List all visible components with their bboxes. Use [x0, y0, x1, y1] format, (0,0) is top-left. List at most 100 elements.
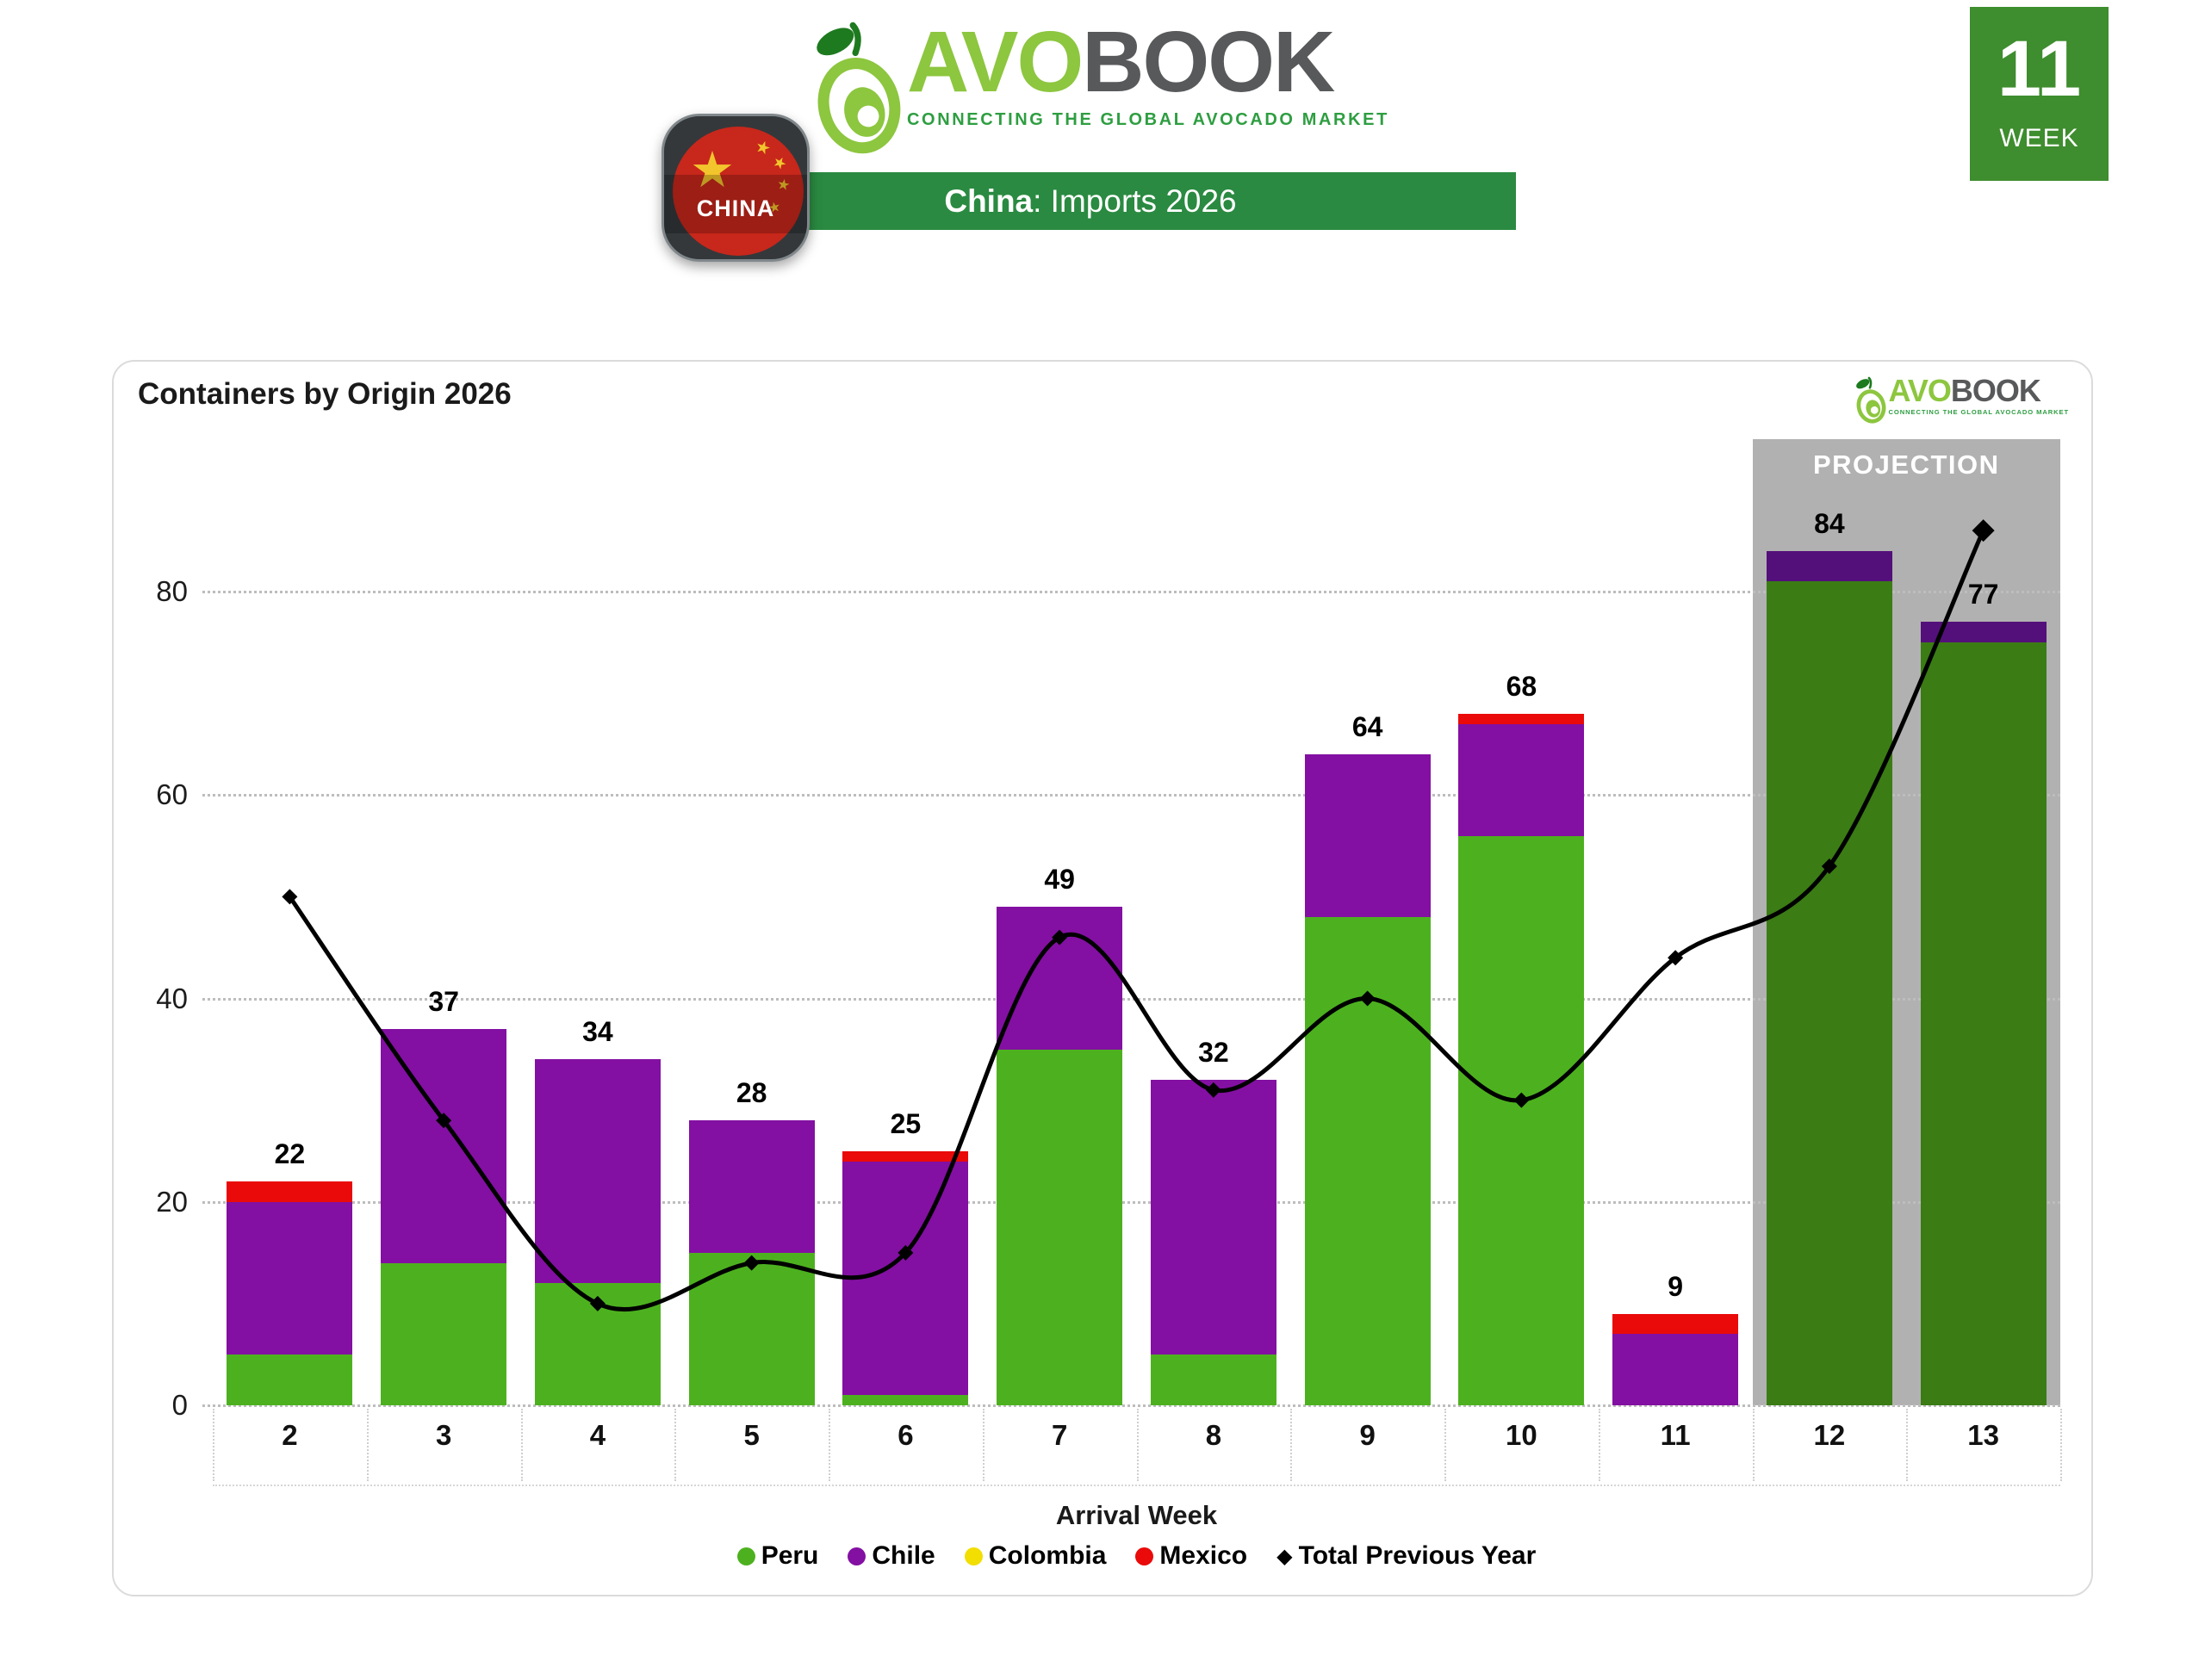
- bar-total-label: 49: [1044, 864, 1075, 896]
- bar-peru-week-3: [381, 1262, 507, 1405]
- report-title-rest: : Imports 2026: [1033, 183, 1237, 219]
- china-flag-icon: ★ ★ ★ ★ ★: [673, 127, 804, 256]
- bar-mexico-week-2: [227, 1181, 353, 1202]
- avocado-icon: [817, 22, 901, 154]
- bar-chile-week-5: [688, 1120, 815, 1253]
- bar-peru-week-12: [1766, 581, 1892, 1405]
- bar-total-label: 68: [1506, 670, 1537, 702]
- x-axis-tick-label: 13: [1967, 1419, 1999, 1451]
- bar-chile-week-10: [1458, 723, 1585, 836]
- avocado-icon: [1855, 376, 1885, 424]
- x-axis-boundary-tick: [829, 1409, 830, 1481]
- bar-total-label: 32: [1198, 1037, 1229, 1068]
- logo-tagline: CONNECTING THE GLOBAL AVOCADO MARKET: [1888, 408, 2069, 416]
- legend-label: Mexico: [1159, 1541, 1248, 1570]
- legend-item-mexico[interactable]: Mexico: [1135, 1541, 1247, 1571]
- projection-label: PROJECTION: [1812, 449, 2000, 480]
- legend-item-chile[interactable]: Chile: [848, 1541, 935, 1571]
- bar-chile-week-6: [842, 1161, 969, 1396]
- x-axis-tick-label: 2: [282, 1419, 298, 1451]
- x-axis-boundary-tick: [674, 1409, 677, 1481]
- legend-diamond-icon: ◆: [1276, 1544, 1293, 1568]
- x-axis-tick-label: 5: [743, 1419, 760, 1451]
- bar-peru-week-5: [688, 1252, 815, 1405]
- flag-star-icon: ★: [769, 152, 791, 174]
- avobook-logo: AVOBOOK CONNECTING THE GLOBAL AVOCADO MA…: [814, 19, 1389, 158]
- report-title: China: Imports 2026: [944, 183, 1236, 220]
- chart-title: Containers by Origin 2026: [138, 377, 512, 411]
- x-axis-boundary-tick: [2060, 1409, 2062, 1481]
- x-axis-tick-label: 7: [1051, 1419, 1068, 1451]
- y-axis-tick-label: 60: [156, 778, 188, 811]
- legend-dot-icon: [848, 1547, 866, 1565]
- legend-item-total-previous-year[interactable]: ◆ Total Previous Year: [1276, 1541, 1536, 1571]
- bar-total-label: 22: [274, 1138, 306, 1170]
- plot-area: PROJECTION 0 20 40 60 80 22 2 37 3 34 4 28 5 25 6 49 7 32 8…: [114, 362, 2091, 1595]
- flag-badge-band: [664, 175, 807, 233]
- bar-peru-week-2: [227, 1354, 353, 1405]
- x-axis-tick-label: 8: [1205, 1419, 1222, 1451]
- x-axis-tick-label: 4: [589, 1419, 606, 1451]
- bar-total-label: 25: [890, 1107, 922, 1139]
- x-axis-boundary-tick: [1290, 1409, 1293, 1481]
- chart-legend: Peru Chile Colombia Mexico ◆ Total Previous Y…: [213, 1541, 2060, 1571]
- bar-mexico-week-11: [1612, 1313, 1739, 1335]
- x-axis-boundary-tick: [520, 1409, 523, 1481]
- legend-label: Colombia: [988, 1541, 1107, 1570]
- bar-mexico-week-10: [1458, 713, 1585, 724]
- logo-avo: AVO: [907, 14, 1084, 110]
- bar-total-label: 84: [1814, 507, 1845, 539]
- bar-chile-week-9: [1304, 754, 1431, 917]
- x-axis-boundary-tick: [1906, 1409, 1909, 1481]
- bar-mexico-week-6: [842, 1150, 969, 1162]
- bar-chile-week-3: [381, 1028, 507, 1263]
- x-axis-tick-label: 3: [435, 1419, 452, 1451]
- week-badge-label: WEEK: [1999, 124, 2079, 152]
- line-marker-diamond: [1668, 950, 1684, 966]
- x-axis-boundary-tick: [982, 1409, 984, 1481]
- bar-peru-week-9: [1304, 917, 1431, 1405]
- logo-avo: AVO: [1888, 373, 1952, 408]
- logo-text: AVOBOOK CONNECTING THE GLOBAL AVOCADO MA…: [1888, 375, 2069, 417]
- x-axis-boundary-tick: [1598, 1409, 1600, 1481]
- bar-chile-week-13: [1920, 622, 2047, 643]
- legend-item-peru[interactable]: Peru: [736, 1541, 819, 1571]
- x-axis-band-line: [213, 1485, 2060, 1486]
- logo-wordmark: AVOBOOK: [1889, 375, 2069, 406]
- report-title-banner: China: Imports 2026: [742, 172, 1516, 230]
- y-axis-tick-label: 80: [156, 575, 188, 607]
- logo-text: AVOBOOK CONNECTING THE GLOBAL AVOCADO MA…: [907, 19, 1389, 130]
- bar-peru-week-7: [997, 1049, 1123, 1405]
- chart-card: Containers by Origin 2026 AVOBOOK CONNEC…: [112, 360, 2093, 1596]
- x-axis-tick-label: 10: [1506, 1419, 1537, 1451]
- legend-label: Peru: [761, 1541, 819, 1570]
- flag-star-icon: ★: [752, 136, 773, 160]
- bar-chile-week-11: [1612, 1334, 1739, 1405]
- bar-total-label: 9: [1668, 1270, 1684, 1302]
- logo-book: BOOK: [1082, 14, 1335, 110]
- x-axis-boundary-tick: [1444, 1409, 1446, 1481]
- x-axis-tick-label: 11: [1660, 1419, 1691, 1451]
- logo-wordmark: AVOBOOK: [907, 19, 1389, 105]
- bar-chile-week-2: [227, 1201, 353, 1355]
- bar-total-label: 64: [1351, 711, 1383, 742]
- bar-total-label: 37: [428, 985, 459, 1017]
- bar-peru-week-10: [1458, 835, 1585, 1405]
- bar-peru-week-13: [1920, 642, 2047, 1405]
- legend-dot-icon: [964, 1547, 983, 1565]
- report-country: China: [944, 183, 1034, 219]
- grid-line-0: [202, 1404, 2060, 1407]
- y-axis-tick-label: 40: [156, 982, 188, 1014]
- legend-item-colombia[interactable]: Colombia: [964, 1541, 1107, 1571]
- bar-peru-week-6: [842, 1395, 969, 1405]
- bar-total-label: 77: [1967, 579, 1999, 611]
- y-axis-tick-label: 20: [156, 1185, 188, 1218]
- bar-peru-week-8: [1150, 1354, 1276, 1405]
- x-axis-boundary-tick: [213, 1409, 214, 1481]
- flag-star-icon: ★: [690, 142, 735, 198]
- legend-label: Chile: [872, 1541, 935, 1570]
- x-axis-tick-label: 6: [898, 1419, 914, 1451]
- x-axis-boundary-tick: [1136, 1409, 1139, 1481]
- x-axis-tick-label: 9: [1359, 1419, 1376, 1451]
- china-flag-badge: ★ ★ ★ ★ ★ CHINA: [662, 114, 810, 262]
